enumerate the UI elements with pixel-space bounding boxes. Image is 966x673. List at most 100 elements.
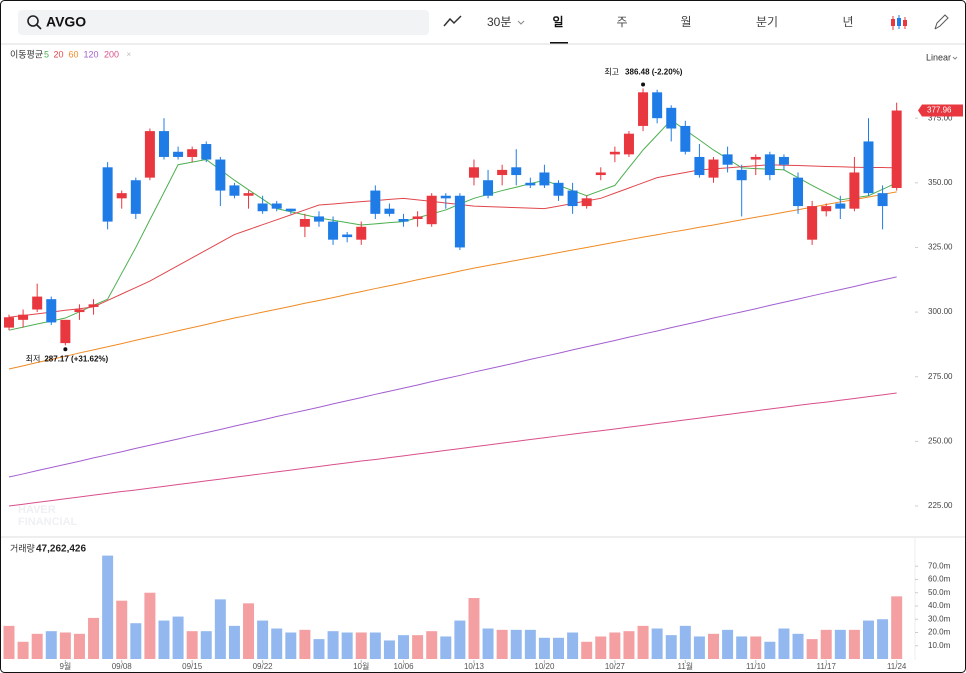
icon-body (891, 19, 895, 26)
x-tick-label: 10/06 (394, 662, 415, 671)
scale-toggle[interactable]: Linear (926, 52, 951, 62)
volume-bar (299, 629, 311, 659)
candle-body (46, 299, 57, 323)
candle-body (215, 159, 226, 191)
candle-body (750, 156, 761, 160)
period-tab[interactable]: 주 (616, 15, 627, 29)
candle-body (553, 182, 564, 196)
volume-bar (595, 636, 607, 659)
volume-bar (243, 603, 255, 659)
volume-bar (778, 628, 790, 659)
volume-bar (412, 635, 424, 659)
candle-body (356, 226, 367, 240)
candle-body (877, 193, 888, 207)
volume-bar (848, 629, 860, 659)
volume-bar (59, 632, 71, 659)
volume-bar (736, 636, 748, 659)
x-tick-label: 9월 (59, 661, 71, 671)
search-box[interactable] (18, 10, 429, 35)
candle-body (285, 208, 296, 212)
volume-bar (510, 629, 522, 659)
volume-bar (834, 629, 846, 659)
volume-bar (271, 628, 283, 659)
volume-bar (172, 616, 184, 659)
x-tick-label: 11월 (677, 661, 693, 671)
volume-bar (341, 632, 353, 659)
candle-body (116, 193, 127, 199)
icon-body (903, 20, 907, 26)
volume-bar (73, 633, 85, 659)
y-tick-label: 70.0m (928, 561, 951, 570)
high-label: 최고 (604, 67, 619, 77)
volume-bar (567, 632, 579, 659)
volume-bar (257, 620, 269, 659)
candle-body (821, 206, 832, 212)
volume-bar (693, 636, 705, 659)
period-tab[interactable]: 월 (680, 15, 691, 29)
y-tick-label: 375.00 (928, 113, 953, 122)
y-tick-label: 300.00 (928, 307, 953, 316)
volume-bar (679, 625, 691, 659)
x-tick-label: 11/17 (817, 662, 837, 671)
candle-body (313, 216, 324, 222)
candle-body (680, 125, 691, 152)
x-tick-label: 10/20 (534, 662, 555, 671)
candle-body (736, 169, 747, 181)
period-tab[interactable]: 일 (552, 15, 563, 29)
search-text[interactable]: AVGO (46, 14, 86, 30)
volume-bar (327, 631, 339, 659)
indicator-icon[interactable] (443, 15, 462, 27)
last-price-label: 377.96 (927, 106, 952, 115)
candle-body (60, 319, 71, 344)
volume-bar (820, 629, 832, 659)
volume-bar (158, 620, 170, 659)
volume-bar (31, 633, 43, 659)
volume-bar (116, 600, 128, 659)
candle-body (793, 177, 804, 207)
volume-bar (862, 620, 874, 659)
volume-bar (538, 637, 550, 659)
candle-body (398, 219, 409, 222)
candle-body (201, 144, 212, 160)
volume-bar (355, 632, 367, 659)
interval-select[interactable]: 30분 (487, 15, 511, 29)
dropdown-caret (517, 20, 525, 25)
volume-bar (144, 592, 156, 659)
candle-body (158, 131, 169, 157)
candle-body (454, 195, 465, 248)
ma-legend-item: 60 (69, 49, 79, 59)
candle-body (88, 304, 99, 307)
volume-bar (891, 596, 903, 659)
volume-bar (468, 598, 480, 659)
volume-bar (609, 632, 621, 659)
y-tick-label: 325.00 (928, 243, 953, 252)
candle-body (32, 296, 43, 310)
period-tab[interactable]: 년 (842, 15, 853, 29)
volume-bar (440, 636, 452, 659)
candle-body (440, 195, 451, 199)
y-tick-label: 250.00 (928, 436, 953, 445)
candle-body (102, 167, 113, 222)
volume-bar (764, 641, 776, 659)
x-tick-label: 09/08 (112, 662, 133, 671)
volume-total: 47,262,426 (36, 544, 86, 555)
draw-icon[interactable] (934, 14, 949, 30)
y-tick-label: 350.00 (928, 178, 953, 187)
candle-body (708, 159, 719, 178)
low-label: 최저 (26, 353, 41, 363)
candle-body (187, 149, 198, 157)
moving-average-line (8, 191, 897, 370)
candle-body (144, 131, 155, 178)
volume-bar (285, 632, 297, 659)
volume-bar (877, 619, 889, 659)
volume-bar (186, 631, 198, 659)
candle-body (807, 206, 818, 240)
candle-body (483, 180, 494, 196)
candle-body (370, 190, 381, 214)
dropdown-caret (952, 56, 958, 60)
period-tab[interactable]: 분기 (756, 15, 778, 29)
y-tick-label: 30.0m (928, 614, 951, 623)
chart-style-icon[interactable] (891, 15, 907, 30)
candle-body (384, 208, 395, 214)
